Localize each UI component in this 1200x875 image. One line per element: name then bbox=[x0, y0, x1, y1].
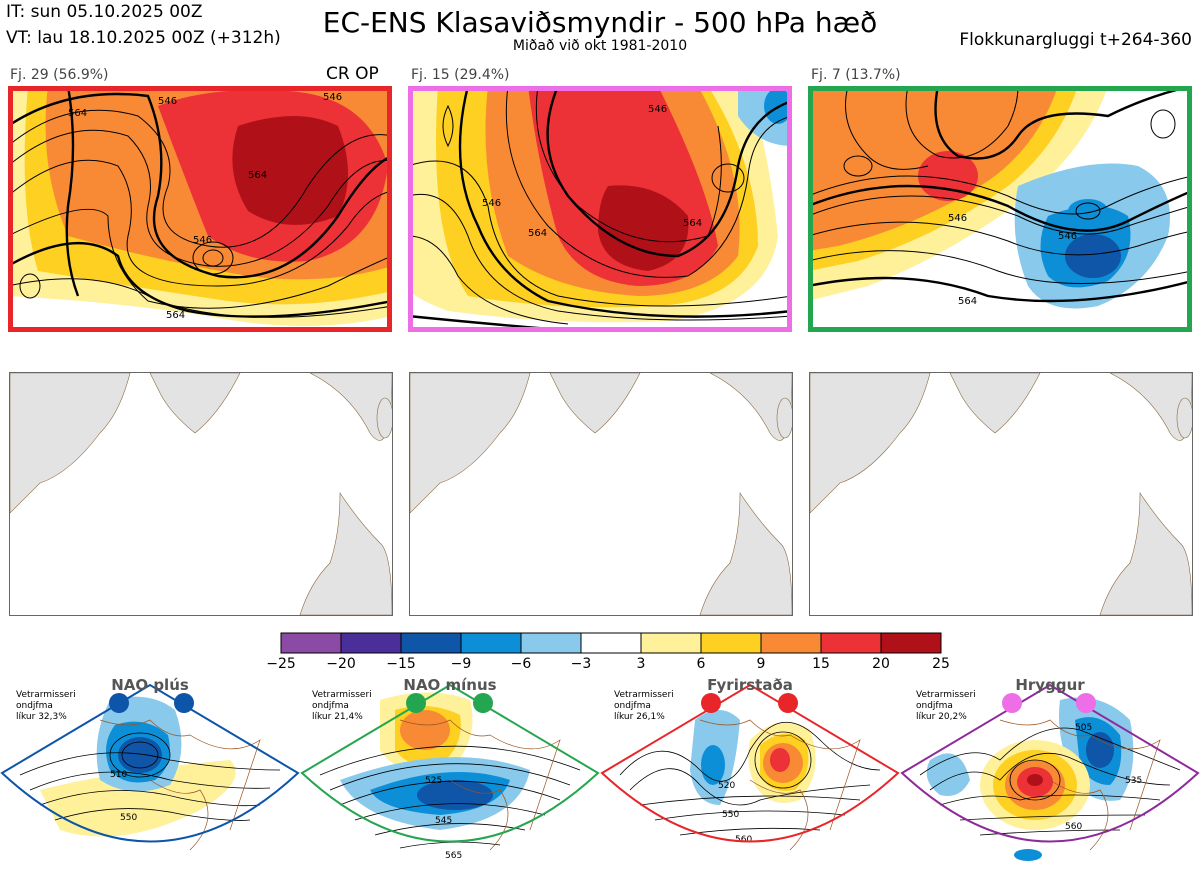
cluster-window: Flokkunargluggi t+264-360 bbox=[959, 30, 1192, 50]
colorbar-swatch bbox=[520, 632, 582, 654]
colorbar-swatch bbox=[640, 632, 702, 654]
cluster-3-label: Fj. 7 (13.7%) bbox=[811, 67, 901, 83]
regime-contour-label: 565 bbox=[445, 851, 462, 861]
colorbar-tick-label: 6 bbox=[696, 656, 706, 672]
regime-dot bbox=[701, 693, 721, 713]
contour-label: 564 bbox=[958, 296, 977, 307]
regime-dot bbox=[174, 693, 194, 713]
page-title: EC-ENS Klasaviðsmyndir - 500 hPa hæð bbox=[322, 6, 878, 39]
colorbar-tick-label: −9 bbox=[450, 656, 472, 672]
regime-contour-label: 535 bbox=[1125, 776, 1142, 786]
cluster-1-label: Fj. 29 (56.9%) bbox=[10, 67, 109, 83]
contour-label: 546 bbox=[323, 92, 342, 103]
contour-label: 546 bbox=[482, 198, 501, 209]
colorbar-tick-label: −6 bbox=[510, 656, 532, 672]
regime-dot bbox=[778, 693, 798, 713]
regime-border bbox=[600, 683, 900, 843]
colorbar-swatch bbox=[880, 632, 942, 654]
regime-dot bbox=[473, 693, 493, 713]
colorbar-swatch bbox=[460, 632, 522, 654]
regime-contour-label: 520 bbox=[718, 781, 735, 791]
regime-nao-plus: 510 550 bbox=[0, 680, 300, 871]
empty-map-2 bbox=[409, 372, 793, 616]
colorbar-swatch bbox=[580, 632, 642, 654]
cluster-1-border bbox=[8, 86, 392, 332]
colorbar-swatch bbox=[820, 632, 882, 654]
regime-name: Hryggur bbox=[1015, 676, 1085, 694]
contour-label: 564 bbox=[683, 218, 702, 229]
regime-dot bbox=[406, 693, 426, 713]
regime-dot bbox=[109, 693, 129, 713]
cluster-2-label: Fj. 15 (29.4%) bbox=[411, 67, 510, 83]
cluster-2-map: 546 546 564 564 bbox=[408, 86, 792, 332]
regime-contour-label: 560 bbox=[1065, 822, 1082, 832]
regime-blocking: 520 550 560 bbox=[600, 680, 900, 871]
colorbar-tick-label: 20 bbox=[872, 656, 890, 672]
regime-dot bbox=[1076, 693, 1096, 713]
regime-info: Vetrarmisseri ondjfma líkur 26,1% bbox=[614, 690, 674, 722]
regime-ridge: 505 535 560 bbox=[900, 680, 1200, 871]
colorbar-tick-label: 25 bbox=[932, 656, 950, 672]
regime-border bbox=[300, 683, 600, 843]
colorbar-swatch bbox=[700, 632, 762, 654]
regime-contour-label: 560 bbox=[735, 835, 752, 845]
cluster-3-border bbox=[808, 86, 1192, 332]
regime-info: Vetrarmisseri ondjfma líkur 32,3% bbox=[16, 690, 76, 722]
empty-map-3 bbox=[809, 372, 1193, 616]
regime-border bbox=[0, 683, 300, 843]
contour-label: 564 bbox=[248, 170, 267, 181]
colorbar-tick-label: 15 bbox=[812, 656, 830, 672]
regime-contour-label: 505 bbox=[1075, 723, 1092, 733]
colorbar-swatch bbox=[340, 632, 402, 654]
regime-name: NAO plús bbox=[111, 676, 189, 694]
cluster-1-flag: CR OP bbox=[326, 64, 379, 84]
regime-contour-label: 545 bbox=[435, 816, 452, 826]
regime-contour-label: 550 bbox=[120, 813, 137, 823]
contour-label: 564 bbox=[68, 108, 87, 119]
regime-contour-label: 525 bbox=[425, 776, 442, 786]
colorbar-tick-label: 9 bbox=[756, 656, 766, 672]
regime-border bbox=[900, 683, 1200, 843]
initial-time: IT: sun 05.10.2025 00Z bbox=[6, 2, 203, 22]
empty-map-1 bbox=[9, 372, 393, 616]
contour-label: 546 bbox=[158, 96, 177, 107]
contour-label: 546 bbox=[648, 104, 667, 115]
cluster-2-border bbox=[408, 86, 792, 332]
regime-contour-label: 550 bbox=[722, 810, 739, 820]
colorbar-swatch bbox=[760, 632, 822, 654]
regime-info: Vetrarmisseri ondjfma líkur 21,4% bbox=[312, 690, 372, 722]
colorbar-swatch bbox=[400, 632, 462, 654]
regime-contour-label: 510 bbox=[110, 770, 127, 780]
cluster-1-map: 564 546 546 564 546 564 bbox=[8, 86, 392, 332]
regime-name: Fyrirstaða bbox=[707, 676, 793, 694]
colorbar-tick-label: −25 bbox=[266, 656, 296, 672]
colorbar-tick-label: −15 bbox=[386, 656, 416, 672]
regime-dot bbox=[1002, 693, 1022, 713]
colorbar-tick-label: 3 bbox=[636, 656, 646, 672]
colorbar-tick-label: −3 bbox=[570, 656, 592, 672]
contour-label: 546 bbox=[948, 213, 967, 224]
regime-nao-minus: 525 545 565 bbox=[300, 680, 600, 871]
cluster-3-map: 546 546 564 bbox=[808, 86, 1192, 332]
colorbar bbox=[280, 632, 944, 658]
colorbar-tick-label: −20 bbox=[326, 656, 356, 672]
regime-info: Vetrarmisseri ondjfma líkur 20,2% bbox=[916, 690, 976, 722]
contour-label: 546 bbox=[193, 235, 212, 246]
contour-label: 546 bbox=[1058, 231, 1077, 242]
regime-name: NAO mínus bbox=[403, 676, 497, 694]
valid-time: VT: lau 18.10.2025 00Z (+312h) bbox=[6, 28, 281, 48]
colorbar-swatch bbox=[280, 632, 342, 654]
climatology-subtitle: Miðað við okt 1981-2010 bbox=[512, 38, 688, 54]
contour-label: 564 bbox=[528, 228, 547, 239]
contour-label: 564 bbox=[166, 310, 185, 321]
